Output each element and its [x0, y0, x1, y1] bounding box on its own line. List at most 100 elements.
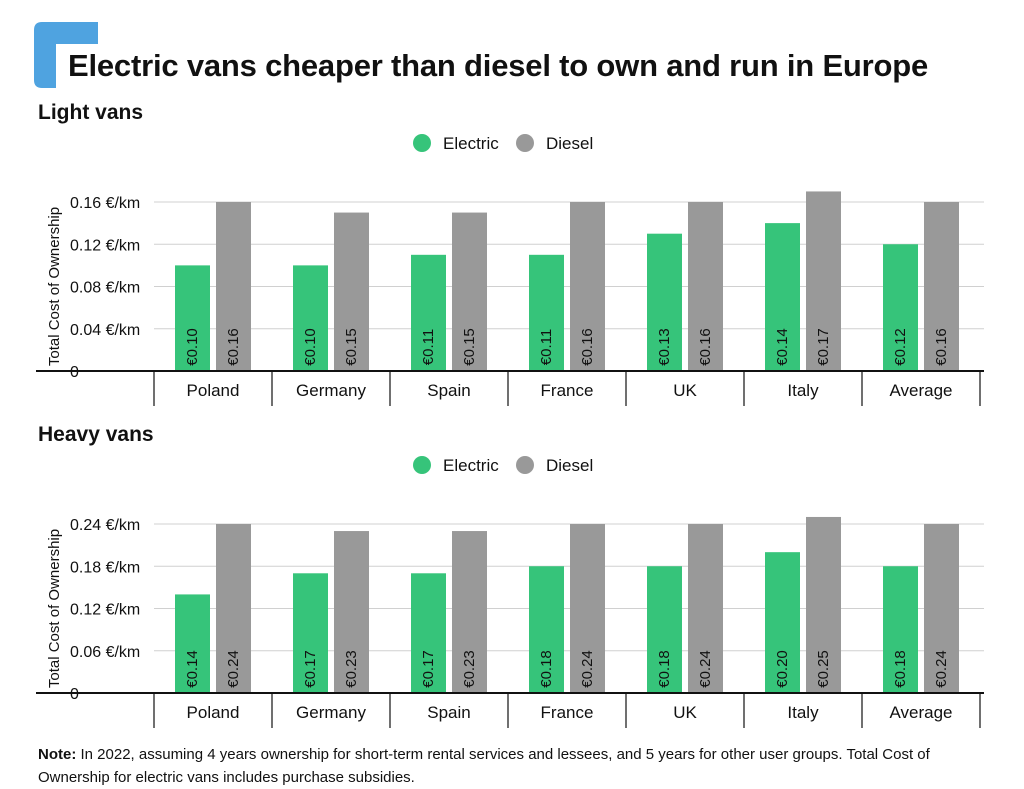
chart-title-heavy-vans: Heavy vans — [38, 423, 154, 446]
bar-value-label: €0.14 — [774, 328, 791, 366]
bar-value-label: €0.14 — [184, 650, 201, 688]
bar-diesel-france — [570, 202, 605, 371]
bar-electric-spain — [411, 573, 446, 693]
bar-value-label: €0.10 — [184, 328, 201, 366]
bar-electric-poland — [175, 265, 210, 371]
bar-diesel-uk — [688, 524, 723, 693]
bar-value-label: €0.17 — [815, 328, 832, 366]
x-tick-label-spain: Spain — [427, 381, 470, 400]
y-axis-title: Total Cost of Ownership — [46, 207, 63, 366]
bar-electric-uk — [647, 233, 682, 371]
chart-heavy-vans: Electric Diesel 0 0.06 €/km 0.12 €/km 0.18 €/… — [36, 456, 984, 728]
bar-electric-spain — [411, 254, 446, 371]
legend-label-diesel: Diesel — [546, 456, 593, 475]
y-tick-label: 0 — [70, 364, 79, 381]
bar-electric-average — [883, 566, 918, 693]
bar-value-label: €0.13 — [656, 328, 673, 366]
legend-label-diesel: Diesel — [546, 134, 593, 153]
bar-value-label: €0.16 — [933, 328, 950, 366]
y-tick-label: 0.04 €/km — [70, 322, 140, 339]
bar-diesel-average — [924, 524, 959, 693]
bar-value-label: €0.24 — [225, 650, 242, 688]
bar-electric-france — [529, 566, 564, 693]
x-tick-label-average: Average — [889, 381, 952, 400]
x-tick-label-france: France — [541, 703, 594, 722]
legend-marker-electric — [413, 134, 431, 152]
corner-bracket-logo — [34, 22, 98, 88]
footnote-label: Note: — [38, 746, 77, 763]
bar-value-label: €0.12 — [892, 328, 909, 366]
bar-value-label: €0.11 — [538, 329, 555, 365]
bar-electric-average — [883, 244, 918, 371]
corner-bracket-shape — [34, 22, 98, 88]
bar-electric-uk — [647, 566, 682, 693]
x-tick-label-uk: UK — [673, 381, 697, 400]
x-tick-label-france: France — [541, 381, 594, 400]
page-title: Electric vans cheaper than diesel to own… — [68, 48, 929, 83]
bar-electric-italy — [765, 223, 800, 371]
bar-value-label: €0.20 — [774, 650, 791, 688]
x-tick-label-italy: Italy — [787, 703, 819, 722]
y-tick-label: 0.12 €/km — [70, 237, 140, 254]
legend-marker-diesel — [516, 456, 534, 474]
bar-value-label: €0.17 — [420, 650, 437, 688]
x-tick-label-germany: Germany — [296, 381, 366, 400]
bar-diesel-france — [570, 524, 605, 693]
bar-diesel-germany — [334, 212, 369, 371]
bar-value-label: €0.18 — [656, 650, 673, 688]
chart-title-light-vans: Light vans — [38, 101, 144, 124]
bar-value-label: €0.23 — [461, 650, 478, 688]
bar-diesel-average — [924, 202, 959, 371]
bar-electric-france — [529, 254, 564, 371]
bar-diesel-uk — [688, 202, 723, 371]
bar-value-label: €0.15 — [461, 328, 478, 366]
bar-value-label: €0.18 — [892, 650, 909, 688]
bar-value-label: €0.24 — [933, 650, 950, 688]
bar-value-label: €0.16 — [225, 328, 242, 366]
bar-diesel-spain — [452, 212, 487, 371]
x-tick-label-germany: Germany — [296, 703, 366, 722]
y-tick-label: 0.08 €/km — [70, 280, 140, 297]
y-tick-label: 0.18 €/km — [70, 559, 140, 576]
bar-electric-germany — [293, 265, 328, 371]
x-tick-label-spain: Spain — [427, 703, 470, 722]
bar-diesel-poland — [216, 202, 251, 371]
bar-diesel-italy — [806, 191, 841, 371]
bar-value-label: €0.16 — [697, 328, 714, 366]
bar-value-label: €0.15 — [343, 328, 360, 366]
y-tick-label: 0 — [70, 686, 79, 703]
chart-light-vans: Electric Diesel 0 0.04 €/km 0.08 €/km 0.12 €/… — [36, 134, 984, 406]
bar-diesel-germany — [334, 531, 369, 693]
legend-label-electric: Electric — [443, 456, 499, 475]
bar-diesel-poland — [216, 524, 251, 693]
bar-diesel-spain — [452, 531, 487, 693]
bar-electric-germany — [293, 573, 328, 693]
bar-value-label: €0.24 — [697, 650, 714, 688]
bar-value-label: €0.24 — [579, 650, 596, 688]
x-tick-label-poland: Poland — [187, 381, 240, 400]
legend-label-electric: Electric — [443, 134, 499, 153]
bar-value-label: €0.18 — [538, 650, 555, 688]
y-tick-label: 0.16 €/km — [70, 195, 140, 212]
y-tick-label: 0.12 €/km — [70, 602, 140, 619]
bar-value-label: €0.17 — [302, 650, 319, 688]
footnote-text: In 2022, assuming 4 years ownership for … — [38, 746, 930, 786]
x-tick-label-poland: Poland — [187, 703, 240, 722]
legend-marker-diesel — [516, 134, 534, 152]
y-axis-title: Total Cost of Ownership — [46, 529, 63, 688]
bar-electric-italy — [765, 552, 800, 693]
legend-marker-electric — [413, 456, 431, 474]
y-tick-label: 0.06 €/km — [70, 644, 140, 661]
x-tick-label-uk: UK — [673, 703, 697, 722]
footnote: Note: In 2022, assuming 4 years ownershi… — [38, 743, 988, 789]
y-tick-label: 0.24 €/km — [70, 517, 140, 534]
bar-value-label: €0.11 — [420, 329, 437, 365]
bar-value-label: €0.10 — [302, 328, 319, 366]
bar-diesel-italy — [806, 516, 841, 693]
x-tick-label-average: Average — [889, 703, 952, 722]
bar-electric-poland — [175, 594, 210, 693]
bar-value-label: €0.16 — [579, 328, 596, 366]
bar-value-label: €0.25 — [815, 650, 832, 688]
bar-value-label: €0.23 — [343, 650, 360, 688]
x-tick-label-italy: Italy — [787, 381, 819, 400]
